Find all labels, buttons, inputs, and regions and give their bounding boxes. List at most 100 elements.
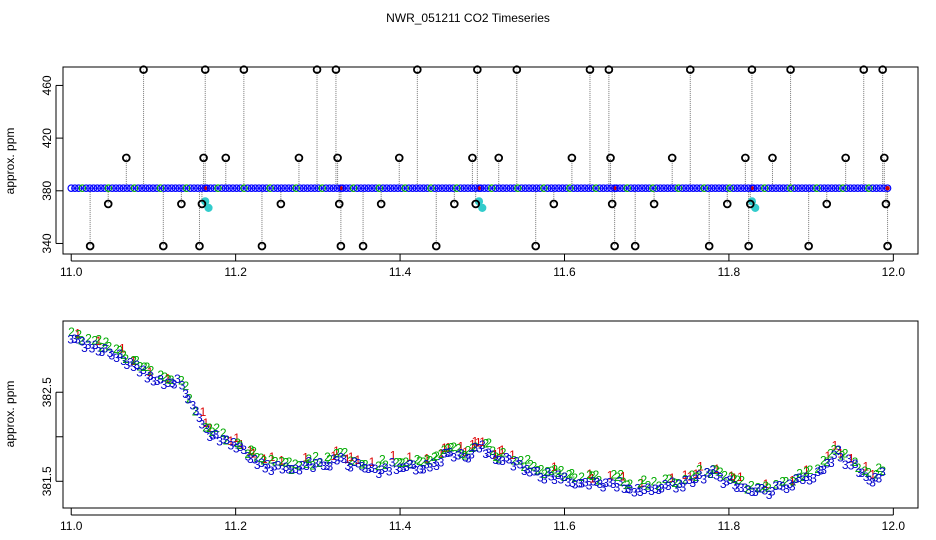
symbol-point-3: 3 <box>510 460 517 474</box>
symbol-point-2: 2 <box>382 458 389 472</box>
symbol-point-3: 3 <box>755 481 762 495</box>
outlier-point <box>376 199 386 209</box>
outlier-point <box>103 199 113 209</box>
symbol-point-1: 1 <box>737 470 744 484</box>
symbol-point-3: 3 <box>842 458 849 472</box>
baseline-point <box>171 184 180 192</box>
bottom-x-tick-label: 11.2 <box>224 519 247 533</box>
symbol-point-2: 2 <box>666 472 673 486</box>
outlier-point <box>413 65 422 74</box>
baseline-point <box>149 184 157 192</box>
symbol-point-2: 2 <box>148 363 155 377</box>
symbol-point-2: 2 <box>161 370 168 384</box>
baseline-point <box>210 184 219 192</box>
symbol-point-2: 2 <box>461 449 468 463</box>
symbol-point-3: 3 <box>258 456 265 470</box>
symbol-point-3: 3 <box>275 458 282 472</box>
symbol-point-1: 1 <box>250 447 257 461</box>
baseline-point <box>193 184 202 192</box>
baseline-point <box>368 184 376 192</box>
outlier-point <box>610 241 619 251</box>
symbol-point-2: 2 <box>682 473 689 487</box>
symbol-point-1: 1 <box>837 447 844 461</box>
symbol-point-3: 3 <box>245 450 252 464</box>
baseline-point <box>382 184 391 192</box>
symbol-point-3: 3 <box>102 342 109 356</box>
symbol-point-3: 3 <box>389 456 396 470</box>
symbol-point-3: 3 <box>412 463 419 477</box>
baseline-point <box>342 184 351 192</box>
symbol-point-3: 3 <box>831 448 838 462</box>
symbol-point-1: 1 <box>348 450 355 464</box>
bottom-x-tick-label: 11.6 <box>553 519 576 533</box>
symbol-point-3: 3 <box>517 457 524 471</box>
symbol-point-3: 3 <box>803 470 810 484</box>
baseline-point <box>266 184 274 192</box>
symbol-point-2: 2 <box>656 479 663 493</box>
baseline-point <box>394 184 402 192</box>
symbol-point-2: 2 <box>469 441 476 455</box>
baseline-point <box>704 184 712 192</box>
symbol-point-1: 1 <box>165 372 172 386</box>
symbol-point-3: 3 <box>858 466 865 480</box>
baseline-point <box>270 184 278 192</box>
symbol-point-1: 1 <box>869 467 876 481</box>
baseline-point <box>288 184 297 192</box>
symbol-point-3: 3 <box>133 358 140 372</box>
top-plot-area <box>67 65 892 251</box>
symbol-point-1: 1 <box>441 441 448 455</box>
symbol-point-2: 2 <box>710 462 717 476</box>
baseline-point <box>753 184 762 192</box>
outlier-point <box>85 241 95 251</box>
outlier-point <box>494 153 504 163</box>
baseline-point <box>645 184 654 192</box>
symbol-point-1: 1 <box>687 470 694 484</box>
symbol-point-3: 3 <box>828 456 835 470</box>
baseline-point <box>329 184 338 192</box>
baseline-point <box>749 184 758 192</box>
symbol-point-3: 3 <box>582 476 589 490</box>
symbol-point-2: 2 <box>566 468 573 482</box>
baseline-point <box>543 184 552 192</box>
symbol-point-3: 3 <box>709 463 716 477</box>
symbol-point-2: 2 <box>202 421 209 435</box>
symbol-point-2: 2 <box>717 465 724 479</box>
symbol-point-3: 3 <box>95 344 102 358</box>
outlier-point <box>649 199 659 209</box>
symbol-point-2: 2 <box>261 454 268 468</box>
symbol-point-1: 1 <box>200 405 207 419</box>
symbol-point-3: 3 <box>732 478 739 492</box>
outlier-point <box>468 153 477 163</box>
outlier-point <box>195 241 204 251</box>
symbol-point-3: 3 <box>303 459 310 473</box>
symbol-point-3: 3 <box>824 457 831 471</box>
baseline-point <box>671 184 679 192</box>
segment-end-marker <box>885 185 890 191</box>
symbol-point-2: 2 <box>865 466 872 480</box>
baseline-point <box>416 184 424 192</box>
outlier-point <box>859 65 869 74</box>
bottom-x-axis: 11.0 11.2 11.4 11.6 11.8 12.0 <box>60 508 905 533</box>
symbol-point-2: 2 <box>823 455 830 469</box>
symbol-point-3: 3 <box>324 459 331 473</box>
symbol-point-2: 2 <box>272 454 279 468</box>
baseline-point <box>827 184 836 192</box>
outlier-point <box>804 241 813 251</box>
outlier-point <box>294 153 304 163</box>
symbol-point-2: 2 <box>448 441 455 455</box>
baseline-point <box>126 184 135 192</box>
baseline-point <box>649 184 657 192</box>
baseline-point <box>588 184 597 192</box>
top-x-tick-label: 12.0 <box>882 265 906 279</box>
symbol-point-1: 1 <box>462 445 469 459</box>
symbol-point-2: 2 <box>375 459 382 473</box>
baseline-point <box>831 184 840 192</box>
symbol-point-2: 2 <box>254 451 261 465</box>
symbol-point-2: 2 <box>414 453 421 467</box>
symbol-point-3: 3 <box>431 456 438 470</box>
baseline-point <box>346 184 354 192</box>
symbol-point-2: 2 <box>75 328 82 342</box>
baseline-point <box>277 184 286 192</box>
symbol-point-3: 3 <box>852 457 859 471</box>
symbol-point-1: 1 <box>269 450 276 464</box>
